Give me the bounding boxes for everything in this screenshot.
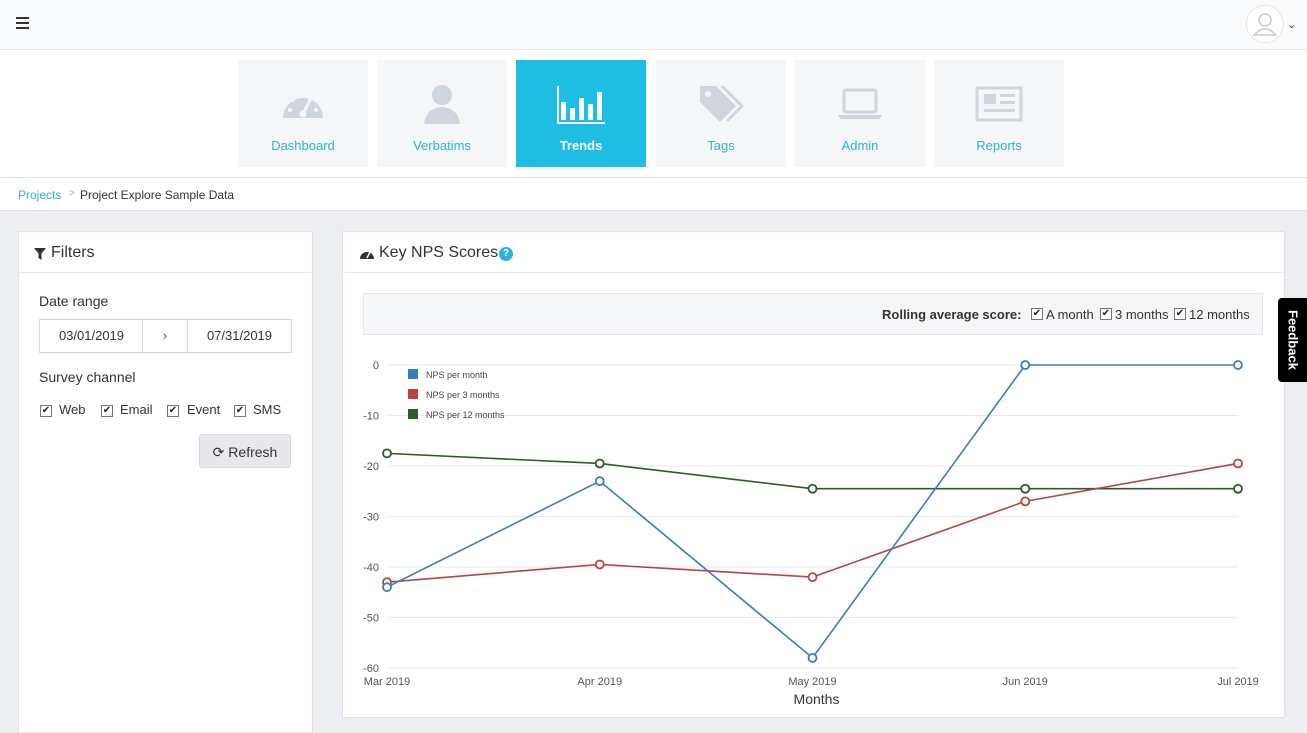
nav-tile-trends[interactable]: Trends xyxy=(516,60,646,167)
data-point xyxy=(382,582,392,593)
start-date-input[interactable]: 03/01/2019 xyxy=(39,319,144,353)
nav-tile-label: Dashboard xyxy=(271,138,335,153)
y-tick-label: -40 xyxy=(363,562,379,574)
data-point xyxy=(807,572,818,583)
rolling-12months-label: 12 months xyxy=(1189,307,1250,322)
nps-panel-title: Key NPS Scores xyxy=(379,244,499,261)
data-point xyxy=(807,652,818,663)
filters-title: Filters xyxy=(51,244,95,261)
x-tick-label: Mar 2019 xyxy=(364,676,410,688)
nav-tile-label: Trends xyxy=(559,138,603,153)
data-point xyxy=(1233,458,1243,469)
data-point xyxy=(382,448,392,459)
series-line-2 xyxy=(386,452,1238,490)
rolling-average-label: Rolling average score: xyxy=(882,307,1022,322)
refresh-icon: ⟳ xyxy=(212,444,225,460)
sms-checkbox-label: SMS xyxy=(253,402,282,417)
end-date-input[interactable]: 07/31/2019 xyxy=(187,319,292,353)
legend-swatch xyxy=(408,389,418,399)
nav-tile-dashboard[interactable]: Dashboard xyxy=(238,60,368,167)
filters-panel: Filters Date range 03/01/2019 › 07/31/20… xyxy=(18,231,313,733)
date-range-label: Date range xyxy=(39,293,109,309)
main-nav: Dashboard Verbatims Trends Tags xyxy=(0,50,1307,178)
data-point xyxy=(594,559,605,570)
y-tick-label: -30 xyxy=(363,512,379,524)
y-tick-label: -10 xyxy=(363,411,379,423)
help-icon[interactable]: ? xyxy=(499,247,513,261)
newspaper-icon xyxy=(975,86,1023,122)
series-line-0 xyxy=(386,364,1238,660)
rolling-month-checkbox[interactable]: ✔ xyxy=(1031,308,1043,320)
nps-panel-header: Key NPS Scores ? xyxy=(343,232,1284,273)
event-checkbox-label: Event xyxy=(187,402,221,417)
user-avatar[interactable] xyxy=(1246,5,1284,43)
filter-icon xyxy=(34,248,46,260)
data-point xyxy=(594,476,605,487)
filters-header: Filters xyxy=(19,232,312,273)
data-point xyxy=(594,458,605,469)
rolling-3months-checkbox[interactable]: ✔ xyxy=(1100,308,1112,320)
x-tick-label: May 2019 xyxy=(788,676,836,688)
web-checkbox-label: Web xyxy=(59,402,86,417)
legend-label: NPS per 3 months xyxy=(426,390,500,400)
y-tick-label: -60 xyxy=(363,663,379,675)
user-icon xyxy=(424,85,460,124)
data-point xyxy=(1020,360,1031,370)
data-point xyxy=(807,483,818,494)
feedback-tab[interactable]: Feedback xyxy=(1278,298,1307,382)
nav-tile-verbatims[interactable]: Verbatims xyxy=(377,60,507,167)
nav-tile-label: Tags xyxy=(707,138,735,153)
tags-icon xyxy=(700,86,744,122)
rolling-12months-checkbox[interactable]: ✔ xyxy=(1174,308,1186,320)
breadcrumb-projects-link[interactable]: Projects xyxy=(18,188,62,202)
data-point xyxy=(1233,483,1243,494)
y-tick-label: -50 xyxy=(363,613,379,625)
breadcrumb: Projects > Project Explore Sample Data xyxy=(0,178,1307,211)
email-checkbox[interactable]: ✔ xyxy=(101,405,113,417)
x-tick-label: Apr 2019 xyxy=(577,676,622,688)
nav-tile-reports[interactable]: Reports xyxy=(934,60,1064,167)
data-point xyxy=(1233,360,1243,370)
y-tick-label: 0 xyxy=(373,360,379,372)
bar-chart-icon xyxy=(557,86,605,124)
nav-tile-label: Admin xyxy=(841,138,879,153)
refresh-button-label: Refresh xyxy=(228,444,278,460)
dashboard-gauge-icon xyxy=(360,251,374,259)
chevron-right-icon: > xyxy=(69,188,75,199)
rolling-average-bar: Rolling average score: ✔ A month ✔ 3 mon… xyxy=(363,293,1263,335)
refresh-button[interactable]: ⟳ Refresh xyxy=(199,434,291,468)
legend-label: NPS per month xyxy=(426,370,488,380)
x-tick-label: Jul 2019 xyxy=(1217,676,1259,688)
nav-tile-tags[interactable]: Tags xyxy=(656,60,786,167)
web-checkbox[interactable]: ✔ xyxy=(40,405,52,417)
event-checkbox[interactable]: ✔ xyxy=(167,405,179,417)
nav-tile-label: Verbatims xyxy=(413,138,471,153)
gauge-icon xyxy=(283,94,323,118)
data-point xyxy=(1020,496,1031,507)
laptop-icon xyxy=(838,88,882,119)
hamburger-menu-icon[interactable] xyxy=(16,17,29,29)
survey-channel-label: Survey channel xyxy=(39,369,136,385)
nav-tile-label: Reports xyxy=(976,138,1022,153)
breadcrumb-current: Project Explore Sample Data xyxy=(80,188,235,202)
nps-panel: Key NPS Scores ? Rolling average score: … xyxy=(342,231,1285,718)
user-outline-icon xyxy=(1252,13,1278,36)
x-axis-label: Months xyxy=(794,691,840,707)
data-point xyxy=(1020,483,1031,494)
rolling-month-label: A month xyxy=(1046,307,1094,322)
x-tick-label: Jun 2019 xyxy=(1003,676,1048,688)
legend-swatch xyxy=(408,369,418,379)
sms-checkbox[interactable]: ✔ xyxy=(234,405,246,417)
date-range-separator: › xyxy=(142,319,188,353)
rolling-3months-label: 3 months xyxy=(1115,307,1169,322)
nav-tile-admin[interactable]: Admin xyxy=(795,60,925,167)
feedback-tab-label: Feedback xyxy=(1285,310,1300,370)
y-tick-label: -20 xyxy=(363,461,379,473)
chevron-down-icon[interactable]: ⌄ xyxy=(1287,19,1297,31)
legend-label: NPS per 12 months xyxy=(426,410,505,420)
email-checkbox-label: Email xyxy=(120,402,153,417)
top-bar: ⌄ xyxy=(0,0,1307,50)
legend-swatch xyxy=(408,409,418,419)
